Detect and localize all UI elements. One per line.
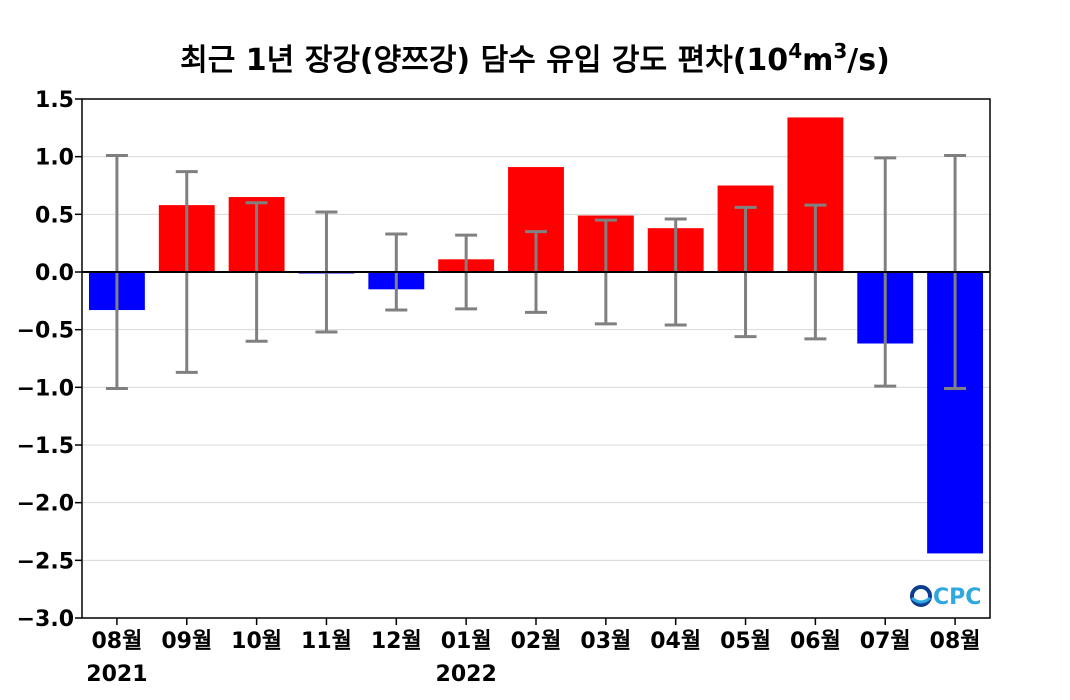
y-tick-label: −1.5 xyxy=(17,434,74,459)
x-tick-label: 12월 xyxy=(371,629,422,654)
cpc-logo: CPC xyxy=(910,585,981,610)
logo-text: CPC xyxy=(933,585,981,610)
y-tick-label: −1.0 xyxy=(17,376,74,401)
chart-title-sup2: 3 xyxy=(833,39,847,63)
bars xyxy=(88,117,984,554)
x-tick-label: 08월 xyxy=(91,629,142,654)
y-tick-label: −3.0 xyxy=(17,607,74,632)
x-tick-label: 05월 xyxy=(720,629,771,654)
x-tick-label: 07월 xyxy=(860,629,911,654)
x-tick-label: 02월 xyxy=(511,629,562,654)
x-tick-label: 09월 xyxy=(161,629,212,654)
axes: 1.5 1.0 0.5 0.0 −0.5 −1.0 −1.5 −2.0 −2.5 −3.0 08월 0… xyxy=(17,88,991,687)
chart-title: 최근 1년 장강(양쯔강) 담수 유입 강도 편차(104m3/s) xyxy=(180,39,890,78)
logo-wave-icon xyxy=(911,596,931,604)
x-tick-label: 06월 xyxy=(790,629,841,654)
y-tick-label: −2.5 xyxy=(17,549,74,574)
chart-title-end: /s) xyxy=(847,43,890,78)
y-tick-label: −0.5 xyxy=(17,319,74,344)
x-tick-label: 01월 xyxy=(441,629,492,654)
chart-title-mid: m xyxy=(802,43,833,78)
x-tick-label: 11월 xyxy=(301,629,352,654)
y-tick-label: 0.5 xyxy=(35,203,74,228)
x-year-label: 2021 xyxy=(86,662,147,687)
y-tick-label: 0.0 xyxy=(35,261,74,286)
logo-ring-icon xyxy=(910,585,932,607)
y-tick-label: 1.0 xyxy=(35,146,74,171)
y-tick-label: −2.0 xyxy=(17,492,74,517)
x-tick-label: 03월 xyxy=(580,629,631,654)
chart-title-main: 최근 1년 장강(양쯔강) 담수 유입 강도 편차(10 xyxy=(180,43,788,78)
x-year-label: 2022 xyxy=(436,662,497,687)
x-tick-label: 10월 xyxy=(231,629,282,654)
x-tick-label: 08월 xyxy=(930,629,981,654)
y-tick-label: 1.5 xyxy=(35,88,74,113)
x-tick-label: 04월 xyxy=(650,629,701,654)
chart-title-sup1: 4 xyxy=(788,39,802,63)
